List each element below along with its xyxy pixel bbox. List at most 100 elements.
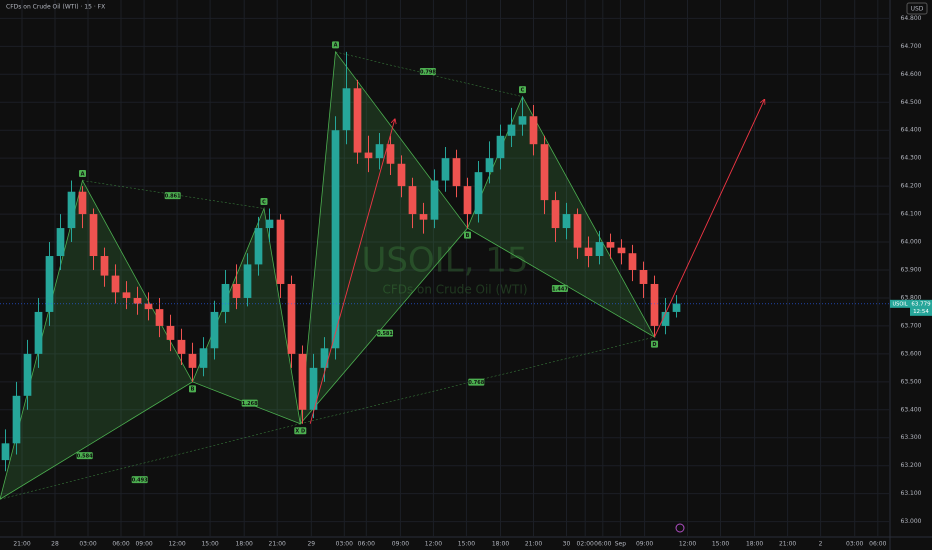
candle-body: [430, 180, 439, 220]
x-tick-label: 03:00: [79, 541, 96, 548]
candle-body: [23, 353, 32, 396]
candle-body: [1, 443, 10, 461]
candle-body: [331, 130, 340, 349]
x-tick-label: 21:00: [13, 541, 30, 548]
x-tick-label: 09:00: [392, 541, 409, 548]
chart-header: CFDs on Crude Oil (WTI) · 15 · FX: [6, 4, 105, 11]
ratio-label: 0.798: [420, 69, 436, 75]
candles: [1, 51, 681, 472]
x-tick-label: 21:00: [779, 541, 796, 548]
candle-body: [639, 270, 648, 284]
candle-body: [540, 144, 549, 201]
x-tick-label: 09:00: [636, 541, 653, 548]
point-box: [651, 340, 658, 348]
x-tick-label: 12:00: [425, 541, 442, 548]
candle-body: [595, 242, 604, 257]
candle-body: [485, 158, 494, 173]
point-box: [189, 385, 196, 393]
candle-body: [45, 256, 54, 312]
candle-body: [408, 186, 417, 215]
ratio-label: 0.584: [77, 453, 93, 459]
candle-body: [397, 163, 406, 187]
candle-body: [166, 325, 175, 340]
x-tick-label: 15:00: [712, 541, 729, 548]
point-box: [294, 427, 307, 435]
candle-body: [606, 242, 615, 248]
x-tick-label: 06:00: [112, 541, 129, 548]
candle-body: [628, 253, 637, 270]
point-label: C: [521, 87, 525, 93]
watermark-subtitle: CFDs on Crude Oil (WTI): [382, 283, 527, 297]
candle-body: [518, 116, 527, 125]
candle-body: [78, 191, 87, 215]
candle-body: [265, 219, 274, 229]
currency[interactable]: USD: [911, 6, 924, 13]
y-tick-label: 63.600: [901, 350, 922, 357]
x-tick-label: 12:00: [168, 541, 185, 548]
candle-body: [133, 297, 142, 304]
candle-body: [419, 214, 428, 220]
candle-body: [254, 228, 263, 265]
candle-body: [67, 191, 76, 229]
candle-body: [232, 283, 241, 298]
point-box: [464, 231, 471, 239]
point-box: [332, 41, 339, 49]
pattern-ratio-line: [82, 180, 265, 209]
y-tick-label: 64.700: [901, 43, 922, 50]
candle-body: [320, 348, 329, 368]
y-tick-label: 64.800: [901, 15, 922, 22]
candle-body: [441, 158, 450, 181]
ratio-label: 0.493: [132, 477, 148, 483]
ratio-label: 1.447: [552, 286, 568, 292]
y-tick-label: 64.600: [901, 71, 922, 78]
projection-arrow: [654, 99, 765, 338]
candle-body: [507, 124, 516, 136]
y-tick-label: 63.800: [901, 294, 922, 301]
y-tick-label: 63.400: [901, 406, 922, 413]
x-tick-label: 06:00: [869, 541, 886, 548]
x-tick-label: 03:00: [336, 541, 353, 548]
point-box: [79, 170, 86, 178]
x-tick-label: 29: [307, 541, 315, 548]
ratio-box: [241, 399, 258, 407]
ratio-box: [131, 476, 148, 484]
x-tick-label: 18:00: [236, 541, 253, 548]
event-icon[interactable]: [675, 523, 685, 533]
ratio-box: [551, 284, 568, 292]
candle-body: [276, 219, 285, 284]
ratio-label: 0.768: [468, 380, 484, 386]
y-tick-label: 63.300: [901, 434, 922, 441]
x-tick-label: Sep: [615, 541, 627, 548]
x-tick-label: 15:00: [458, 541, 475, 548]
candle-body: [551, 200, 560, 229]
candle-body: [617, 247, 626, 254]
candle-body: [474, 172, 483, 215]
currency-box[interactable]: [906, 2, 928, 15]
candle-body: [661, 311, 670, 326]
pattern-ratio-line: [300, 227, 468, 424]
projection-arrow: [309, 119, 395, 424]
x-tick-label: 12:00: [679, 541, 696, 548]
candle-body: [573, 214, 582, 248]
candle-body: [243, 264, 252, 298]
x-tick-label: 03:00: [846, 541, 863, 548]
y-tick-label: 63.700: [901, 322, 922, 329]
candle-body: [562, 214, 571, 229]
candle-body: [672, 303, 681, 312]
point-label: C: [262, 199, 266, 205]
x-tick-label: 30: [563, 541, 571, 548]
x-tick-label: 02:00: [577, 541, 594, 548]
candle-body: [144, 303, 153, 310]
pattern-ratio-line: [300, 336, 655, 425]
candle-body: [12, 395, 21, 444]
x-tick-label: 18:00: [746, 541, 763, 548]
candle-body: [56, 228, 65, 257]
candle-body: [375, 144, 384, 159]
candle-body: [309, 367, 318, 410]
candle-body: [122, 292, 131, 298]
x-tick-label: 18:00: [492, 541, 509, 548]
candle-body: [463, 186, 472, 215]
candle-body: [188, 353, 197, 368]
ratio-box: [164, 192, 181, 200]
